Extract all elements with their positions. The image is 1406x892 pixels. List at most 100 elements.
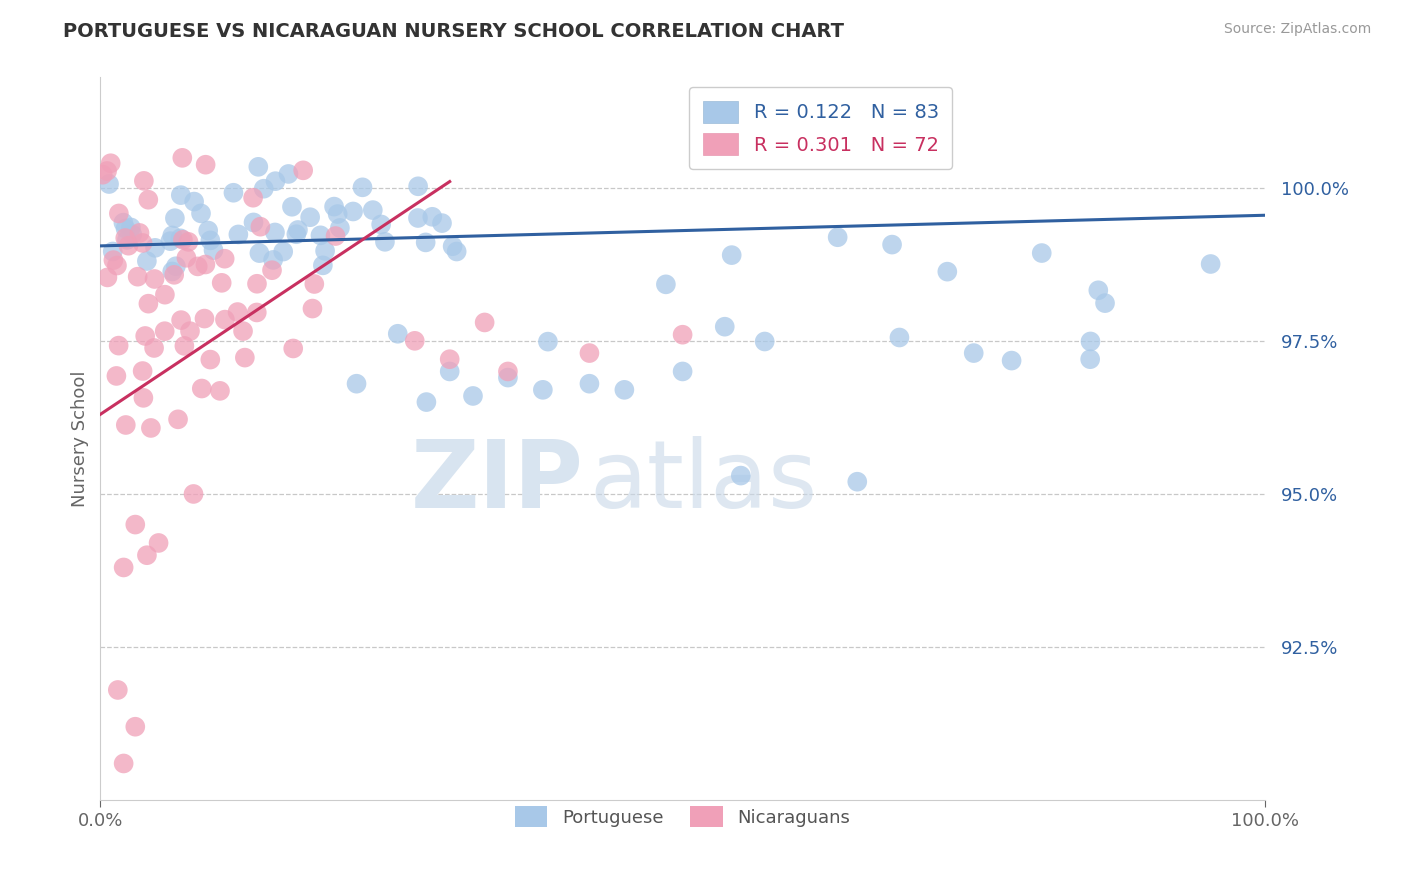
Point: [165, 259, 187, 273]
Point: [232, 324, 254, 338]
Point: [194, 258, 217, 272]
Point: [253, 182, 276, 196]
Point: [143, 341, 166, 355]
Point: [107, 683, 129, 698]
Point: [208, 384, 231, 398]
Point: [247, 160, 270, 174]
Point: [197, 223, 219, 237]
Point: [404, 334, 426, 348]
Point: [214, 312, 236, 326]
Point: [283, 342, 305, 356]
Point: [228, 227, 250, 242]
Point: [415, 235, 437, 250]
Point: [96, 164, 118, 178]
Point: [200, 233, 222, 247]
Point: [352, 180, 374, 194]
Point: [304, 277, 326, 291]
Point: [127, 269, 149, 284]
Point: [169, 231, 191, 245]
Point: [1000, 353, 1022, 368]
Point: [441, 239, 464, 253]
Point: [115, 233, 138, 247]
Point: [170, 188, 193, 202]
Point: [91, 168, 114, 182]
Point: [114, 417, 136, 432]
Point: [172, 151, 194, 165]
Point: [361, 203, 384, 218]
Point: [578, 376, 600, 391]
Point: [120, 220, 142, 235]
Point: [880, 237, 903, 252]
Point: [114, 231, 136, 245]
Point: [153, 287, 176, 301]
Point: [537, 334, 560, 349]
Point: [271, 244, 294, 259]
Point: [1031, 246, 1053, 260]
Point: [387, 326, 409, 341]
Point: [128, 226, 150, 240]
Point: [226, 305, 249, 319]
Point: [247, 246, 270, 260]
Point: [312, 258, 335, 272]
Point: [222, 186, 245, 200]
Point: [325, 229, 347, 244]
Point: [193, 311, 215, 326]
Legend: Portuguese, Nicaraguans: Portuguese, Nicaraguans: [508, 799, 858, 835]
Point: [134, 329, 156, 343]
Point: [1078, 352, 1101, 367]
Point: [496, 364, 519, 378]
Point: [170, 313, 193, 327]
Point: [105, 259, 128, 273]
Point: [132, 391, 155, 405]
Point: [420, 210, 443, 224]
Point: [531, 383, 554, 397]
Point: [287, 223, 309, 237]
Point: [430, 216, 453, 230]
Point: [190, 206, 212, 220]
Point: [326, 207, 349, 221]
Point: [730, 468, 752, 483]
Point: [163, 211, 186, 226]
Point: [108, 206, 131, 220]
Point: [98, 177, 121, 191]
Point: [101, 244, 124, 259]
Point: [496, 370, 519, 384]
Point: [246, 277, 269, 291]
Point: [1080, 334, 1102, 349]
Point: [153, 324, 176, 338]
Point: [1199, 257, 1222, 271]
Point: [194, 158, 217, 172]
Text: PORTUGUESE VS NICARAGUAN NURSERY SCHOOL CORRELATION CHART: PORTUGUESE VS NICARAGUAN NURSERY SCHOOL …: [63, 22, 844, 41]
Point: [138, 296, 160, 310]
Point: [148, 536, 170, 550]
Point: [172, 233, 194, 247]
Point: [112, 756, 135, 771]
Point: [177, 235, 200, 249]
Point: [827, 230, 849, 244]
Point: [105, 368, 128, 383]
Point: [713, 319, 735, 334]
Point: [406, 179, 429, 194]
Point: [103, 253, 125, 268]
Point: [124, 517, 146, 532]
Point: [329, 221, 352, 235]
Point: [124, 720, 146, 734]
Point: [439, 364, 461, 378]
Point: [262, 252, 284, 267]
Point: [136, 193, 159, 207]
Point: [159, 234, 181, 248]
Point: [167, 412, 190, 426]
Text: ZIP: ZIP: [411, 436, 583, 528]
Point: [1087, 283, 1109, 297]
Point: [889, 330, 911, 344]
Point: [474, 315, 496, 329]
Point: [233, 351, 256, 365]
Point: [96, 270, 118, 285]
Point: [202, 243, 225, 257]
Text: atlas: atlas: [589, 436, 818, 528]
Point: [292, 163, 315, 178]
Point: [187, 260, 209, 274]
Point: [406, 211, 429, 225]
Point: [249, 219, 271, 234]
Point: [281, 200, 304, 214]
